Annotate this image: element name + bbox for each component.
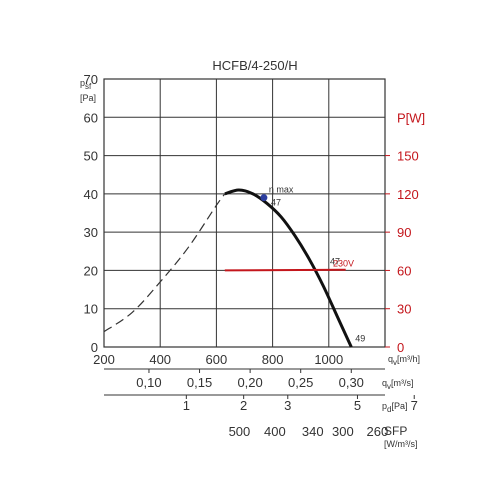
y-tick-label: 40 <box>84 187 98 202</box>
scale-label: 0,10 <box>136 375 161 390</box>
y-tick-label: 60 <box>84 110 98 125</box>
eta-max-marker <box>260 194 268 202</box>
scale-unit-symbol: SFP <box>384 424 407 438</box>
efficiency-label: 47 <box>330 257 340 267</box>
scale-label: 0,20 <box>237 375 262 390</box>
y-tick-label: 10 <box>84 302 98 317</box>
right-tick-label: 30 <box>397 302 411 317</box>
x-tick-label: 400 <box>149 352 171 367</box>
efficiency-label: 49 <box>355 333 365 343</box>
voltage-label: 230V <box>333 259 354 269</box>
scale-label: 500 <box>229 424 251 439</box>
y-axis-symbol: psf <box>80 78 92 91</box>
x-tick-label: 800 <box>262 352 284 367</box>
x-axis-label: qv[m³/h] <box>388 354 420 367</box>
y-tick-label: 30 <box>84 225 98 240</box>
eta-max-label: η max <box>269 185 294 195</box>
scale-label: 1 <box>183 398 190 413</box>
power-curve <box>224 268 346 272</box>
scale-label: 0,25 <box>288 375 313 390</box>
right-tick-label: 0 <box>397 340 404 355</box>
y-tick-label: 20 <box>84 263 98 278</box>
right-tick-label: 90 <box>397 225 411 240</box>
scale-label: 400 <box>264 424 286 439</box>
y-axis-unit: [Pa] <box>80 93 96 103</box>
scale-label: 340 <box>302 424 324 439</box>
scale-unit-label: qv[m³/s] <box>382 378 414 391</box>
scale-label: 0,15 <box>187 375 212 390</box>
scale-label: 0,30 <box>339 375 364 390</box>
scale-label: 2 <box>240 398 247 413</box>
x-tick-label: 600 <box>206 352 228 367</box>
scale-label: 3 <box>284 398 291 413</box>
x-tick-label: 1000 <box>314 352 343 367</box>
right-axis-label: P[W] <box>397 110 425 125</box>
right-tick-label: 120 <box>397 187 419 202</box>
scale-label: 7 <box>411 398 418 413</box>
efficiency-label: 47 <box>271 197 281 207</box>
pressure-curve-unstable <box>103 193 226 333</box>
pressure-curve-stable <box>224 188 353 348</box>
y-tick-label: 50 <box>84 149 98 164</box>
y-tick-label: 0 <box>91 340 98 355</box>
scale-unit-label: pd[Pa] <box>382 401 407 414</box>
y-tick-label: 70 <box>84 72 98 87</box>
scale-label: 300 <box>332 424 354 439</box>
chart-title: HCFB/4-250/H <box>212 58 297 73</box>
plot-frame <box>103 78 386 348</box>
scale-unit-label: [W/m³/s] <box>384 439 418 449</box>
right-tick-label: 150 <box>397 149 419 164</box>
scale-label: 260 <box>367 424 389 439</box>
right-tick-label: 60 <box>397 263 411 278</box>
x-tick-label: 200 <box>93 352 115 367</box>
scale-label: 5 <box>354 398 361 413</box>
